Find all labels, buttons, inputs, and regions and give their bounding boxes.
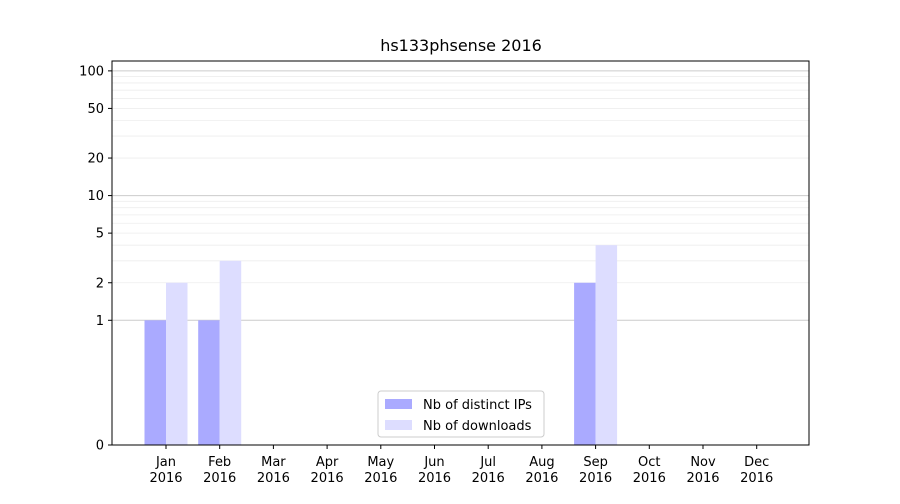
x-tick-label-year: 2016	[364, 471, 397, 486]
legend-swatch	[385, 399, 412, 409]
bar-downloads	[166, 282, 188, 445]
x-tick-label: Sep	[583, 455, 608, 470]
x-tick-label-year: 2016	[472, 471, 505, 486]
x-tick-label-year: 2016	[311, 471, 344, 486]
legend-swatch	[385, 420, 412, 430]
x-tick-label: Apr	[316, 455, 339, 470]
y-tick-label: 10	[87, 189, 104, 204]
x-tick-label: May	[367, 455, 394, 470]
bar-downloads	[595, 245, 618, 445]
x-tick-label: Mar	[261, 455, 286, 470]
y-tick-label: 20	[87, 152, 104, 167]
bars	[144, 245, 618, 445]
y-tick-label: 0	[96, 439, 104, 454]
legend: Nb of distinct IPs Nb of downloads	[377, 390, 545, 438]
x-tick-label: Jul	[479, 455, 496, 470]
x-tick-label-year: 2016	[257, 471, 290, 486]
bar-distinct-ips	[198, 320, 220, 445]
x-tick-label-year: 2016	[418, 471, 451, 486]
bar-downloads	[219, 260, 242, 445]
x-tick-label: Dec	[744, 455, 769, 470]
x-tick-label-year: 2016	[740, 471, 773, 486]
bar-distinct-ips	[574, 282, 596, 445]
x-axis: Jan2016Feb2016Mar2016Apr2016May2016Jun20…	[149, 445, 773, 486]
x-tick-label-year: 2016	[203, 471, 236, 486]
x-tick-label: Feb	[208, 455, 231, 470]
grid-lines	[112, 70, 809, 321]
x-tick-label-year: 2016	[149, 471, 182, 486]
x-tick-label-year: 2016	[525, 471, 558, 486]
legend-label: Nb of downloads	[423, 419, 532, 434]
x-tick-label-year: 2016	[579, 471, 612, 486]
x-tick-label: Jan	[155, 455, 176, 470]
y-tick-label: 50	[87, 102, 104, 117]
y-tick-label: 100	[79, 64, 104, 79]
plot-frame	[111, 60, 810, 446]
x-tick-label: Nov	[690, 455, 716, 470]
legend-box	[377, 390, 545, 438]
y-axis: 0 1 2 5 10 20 50 100	[79, 64, 112, 454]
x-tick-label-year: 2016	[686, 471, 719, 486]
chart-title: hs133phsense 2016	[380, 36, 542, 55]
x-tick-label: Aug	[529, 455, 554, 470]
y-tick-label: 5	[96, 227, 104, 242]
x-tick-label-year: 2016	[633, 471, 666, 486]
x-tick-label: Oct	[638, 455, 660, 470]
y-tick-label: 2	[96, 276, 104, 291]
legend-label: Nb of distinct IPs	[423, 398, 532, 413]
x-tick-label: Jun	[423, 455, 444, 470]
y-tick-label: 1	[96, 314, 104, 329]
bar-distinct-ips	[144, 320, 166, 445]
